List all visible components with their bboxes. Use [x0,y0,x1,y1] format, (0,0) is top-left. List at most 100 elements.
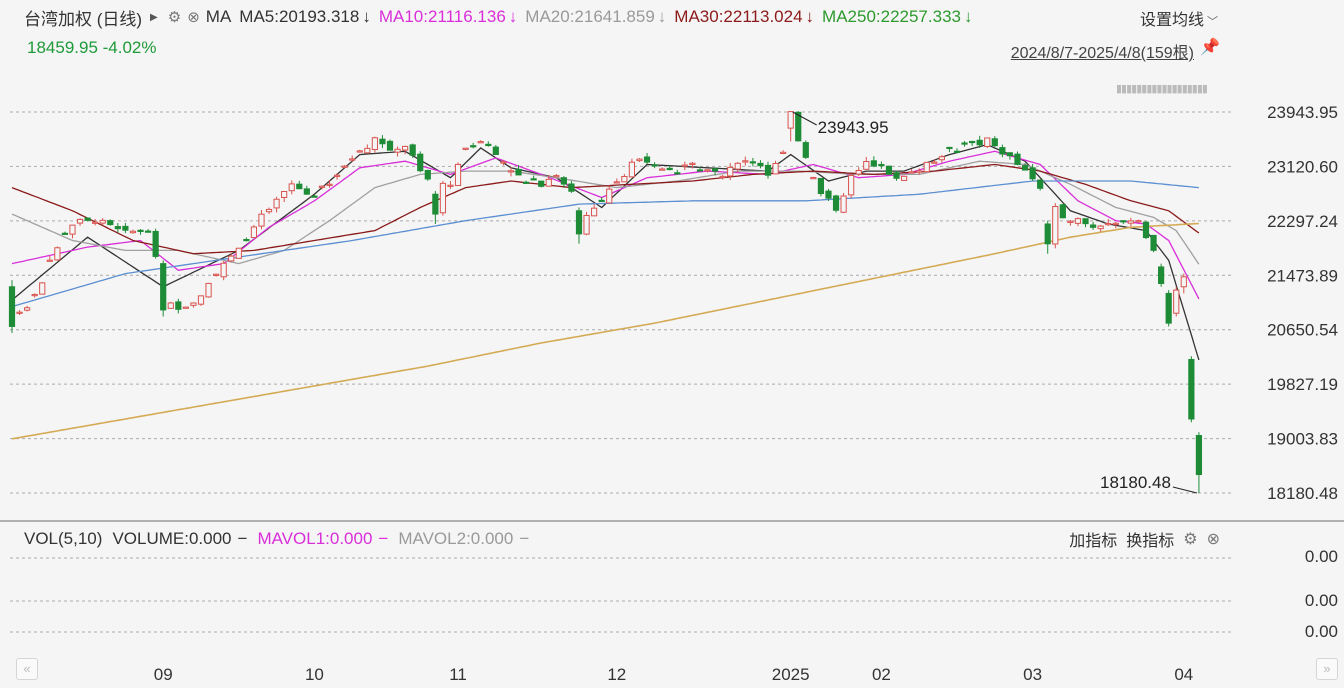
candle[interactable] [273,198,280,209]
candle[interactable] [749,161,756,164]
candle[interactable] [500,161,507,164]
scroll-left-button[interactable]: « [16,658,38,680]
candle[interactable] [371,137,378,151]
set-ma-button[interactable]: 设置均线 ﹀ [1140,6,1218,30]
candle[interactable] [1029,167,1036,180]
candle[interactable] [432,193,439,215]
candle[interactable] [1142,221,1150,239]
candle[interactable] [643,156,651,163]
candle[interactable] [1021,165,1029,171]
candle[interactable] [1112,222,1119,225]
candle[interactable] [349,158,356,161]
candle[interactable] [107,220,114,226]
candle[interactable] [946,146,953,150]
candle[interactable] [439,182,447,214]
candle[interactable] [288,183,295,192]
candle[interactable] [1059,204,1066,219]
candle[interactable] [530,178,537,181]
candle[interactable] [696,169,704,172]
candle[interactable] [900,175,908,181]
candle[interactable] [1180,276,1187,288]
candle[interactable] [394,148,401,153]
candle[interactable] [326,183,333,186]
gear-icon[interactable]: ⚙ [167,9,182,26]
candle[interactable] [545,178,552,187]
pin-icon[interactable]: 📌 [1200,39,1220,56]
candle[interactable] [92,221,99,224]
candle[interactable] [341,165,348,168]
candle[interactable] [144,230,152,233]
add-indicator-button[interactable]: 加指标 [1069,533,1118,550]
candle[interactable] [522,181,530,184]
candle[interactable] [69,224,76,235]
candle[interactable] [1150,234,1157,251]
candle[interactable] [507,170,515,173]
candle[interactable] [810,177,817,180]
candle[interactable] [591,207,598,217]
candle[interactable] [265,208,273,213]
candle[interactable] [167,302,174,309]
candle[interactable] [780,151,787,154]
candle[interactable] [984,137,991,147]
candle[interactable] [122,225,129,231]
candle[interactable] [190,302,197,306]
candle[interactable] [515,168,522,176]
candle[interactable] [318,185,326,188]
candle[interactable] [1089,224,1097,228]
candle[interactable] [628,161,636,178]
candle[interactable] [114,226,121,230]
candle[interactable] [470,145,477,148]
candle[interactable] [1135,220,1142,223]
gear-icon[interactable]: ⚙ [1183,531,1198,548]
candle[interactable] [1158,266,1165,284]
candle[interactable] [840,195,847,213]
candle[interactable] [250,226,258,239]
candle[interactable] [24,307,31,311]
candle[interactable] [356,150,363,153]
candle[interactable] [137,229,144,232]
candle[interactable] [1188,358,1195,420]
candle[interactable] [893,172,900,179]
candle[interactable] [931,161,938,164]
candle[interactable] [409,144,416,156]
candle[interactable] [160,263,167,311]
date-range-link[interactable]: 2024/8/7-2025/4/8(159根) [1010,45,1194,62]
candle[interactable] [727,166,734,177]
candle[interactable] [1067,220,1074,223]
candle[interactable] [228,255,235,262]
candle[interactable] [659,168,666,171]
candle[interactable] [719,175,726,179]
candle[interactable] [742,160,749,163]
candle[interactable] [213,273,220,276]
candle[interactable] [863,161,870,170]
candle[interactable] [916,170,923,173]
vol-indicator[interactable]: VOL(5,10) [24,529,103,548]
candle[interactable] [303,188,310,195]
candle[interactable] [8,286,16,327]
candle[interactable] [454,163,462,186]
candle[interactable] [711,168,719,172]
candle[interactable] [492,146,499,155]
candle[interactable] [674,172,681,175]
candle[interactable] [1173,289,1180,314]
candle[interactable] [961,142,968,145]
candle[interactable] [538,180,545,187]
candle[interactable] [1097,225,1104,230]
candle[interactable] [583,214,590,235]
candle[interactable] [1120,220,1127,223]
candle[interactable] [1006,152,1014,157]
candle[interactable] [848,174,855,196]
candle[interactable] [681,164,688,167]
candle[interactable] [386,140,394,151]
candle[interactable] [1105,223,1112,226]
candle[interactable] [402,145,409,151]
candle[interactable] [938,156,945,161]
candle[interactable] [462,147,469,150]
candle[interactable] [31,293,38,297]
candle[interactable] [885,165,893,175]
scroll-right-button[interactable]: » [1316,658,1338,680]
candle[interactable] [621,175,628,183]
switch-indicator-button[interactable]: 换指标 [1126,533,1175,550]
candle[interactable] [923,161,930,173]
